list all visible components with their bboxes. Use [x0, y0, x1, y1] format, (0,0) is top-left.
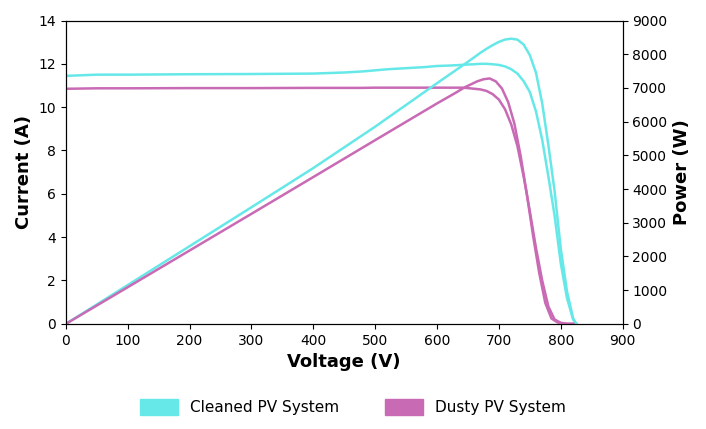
Y-axis label: Current (A): Current (A): [15, 115, 33, 229]
Y-axis label: Power (W): Power (W): [673, 119, 691, 225]
X-axis label: Voltage (V): Voltage (V): [287, 353, 401, 371]
Legend: Cleaned PV System, Dusty PV System: Cleaned PV System, Dusty PV System: [133, 393, 573, 421]
